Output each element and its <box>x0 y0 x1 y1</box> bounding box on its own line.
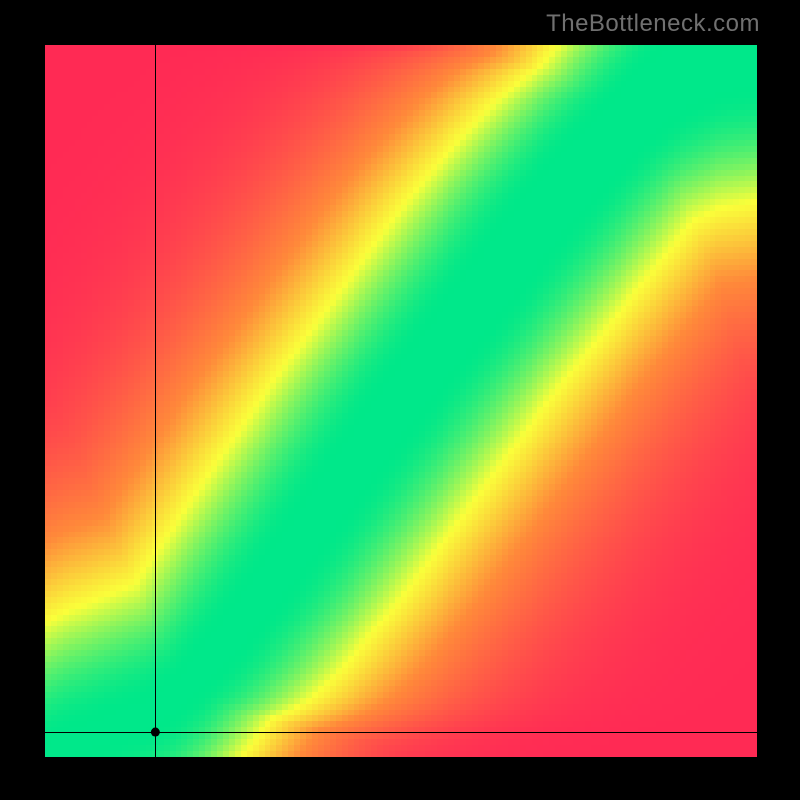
chart-container: TheBottleneck.com <box>0 0 800 800</box>
watermark-text: TheBottleneck.com <box>546 10 760 38</box>
heatmap-plot <box>45 45 757 757</box>
